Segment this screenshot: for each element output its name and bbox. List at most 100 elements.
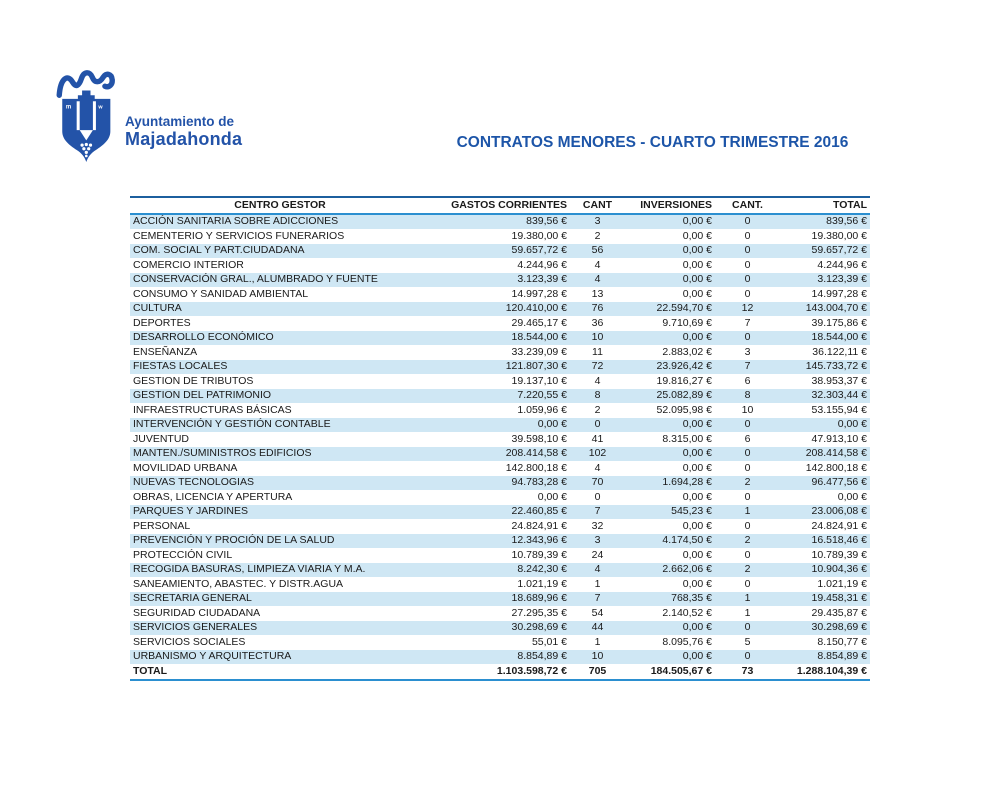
cell-inversiones: 0,00 €: [682, 548, 712, 561]
cell-cant-gastos: 10: [591, 331, 604, 344]
cell-centro-gestor: INFRAESTRUCTURAS BÁSICAS: [133, 403, 292, 416]
cell-total: 208.414,58 €: [805, 447, 867, 460]
cell-cant-gastos: 8: [594, 389, 601, 402]
cell-cant-inversiones: 0: [744, 490, 751, 503]
table-row: GESTION DE TRIBUTOS 19.137,10 € 4 19.816,27…: [130, 374, 870, 389]
cell-centro-gestor: SERVICIOS SOCIALES: [133, 635, 246, 648]
cell-centro-gestor: MANTEN./SUMINISTROS EDIFICIOS: [133, 447, 312, 460]
cell-gastos-corrientes: 120.410,00 €: [505, 302, 567, 315]
cell-inversiones: 545,23 €: [671, 505, 712, 518]
cell-centro-gestor: CONSERVACIÓN GRAL., ALUMBRADO Y FUENTE: [133, 273, 378, 286]
cell-gastos-corrientes: 33.239,09 €: [511, 345, 567, 358]
cell-inversiones: 0,00 €: [682, 447, 712, 460]
cell-total: 0,00 €: [837, 490, 867, 503]
cell-gastos-corrientes: 121.807,30 €: [505, 360, 567, 373]
cell-total: 14.997,28 €: [811, 287, 867, 300]
cell-gastos-corrientes: 27.295,35 €: [511, 606, 567, 619]
cell-centro-gestor: PROTECCIÓN CIVIL: [133, 548, 233, 561]
cell-total: 29.435,87 €: [811, 606, 867, 619]
total-row: TOTAL 1.103.598,72 € 705 184.505,67 € 73…: [130, 664, 870, 681]
cell-cant-inversiones: 0: [744, 215, 751, 228]
cell-centro-gestor: PREVENCIÓN Y PROCIÓN DE LA SALUD: [133, 534, 335, 547]
cell-total: 36.122,11 €: [812, 345, 867, 358]
cell-inversiones: 2.140,52 €: [662, 606, 712, 619]
cell-cant-gastos: 2: [594, 403, 601, 416]
table-row: SEGURIDAD CIUDADANA 27.295,35 € 54 2.140,52…: [130, 606, 870, 621]
cell-centro-gestor: INTERVENCIÓN Y GESTIÓN CONTABLE: [133, 418, 331, 431]
table-row: ACCIÓN SANITARIA SOBRE ADICCIONES 839,56 …: [130, 213, 870, 229]
cell-inversiones: 0,00 €: [682, 577, 712, 590]
majadahonda-shield-icon: m w: [56, 70, 115, 162]
cell-inversiones: 0,00 €: [682, 621, 712, 634]
cell-centro-gestor: DESARROLLO ECONÓMICO: [133, 331, 274, 344]
table-row: ENSEÑANZA 33.239,09 € 11 2.883,02 € 3 36.122,…: [130, 345, 870, 360]
cell-total-cant-gastos: 705: [570, 664, 625, 681]
svg-text:w: w: [97, 104, 103, 110]
cell-total: 39.175,86 €: [811, 316, 867, 329]
cell-cant-gastos: 7: [594, 505, 601, 518]
cell-gastos-corrientes: 8.242,30 €: [517, 563, 567, 576]
cell-gastos-corrientes: 39.598,10 €: [511, 432, 567, 445]
cell-total: 142.800,18 €: [805, 461, 867, 474]
cell-centro-gestor: JUVENTUD: [133, 432, 190, 445]
cell-gastos-corrientes: 0,00 €: [537, 490, 567, 503]
cell-total: 47.913,10 €: [811, 432, 867, 445]
table-row: SERVICIOS GENERALES 30.298,69 € 44 0,00 € 0 3…: [130, 620, 870, 635]
cell-cant-inversiones: 0: [744, 244, 751, 257]
logo: m w Ayuntamiento de Majadahonda: [55, 70, 242, 165]
cell-cant-inversiones: 3: [744, 345, 751, 358]
cell-centro-gestor: DEPORTES: [133, 316, 191, 329]
cell-cant-inversiones: 0: [744, 258, 751, 271]
cell-centro-gestor: CEMENTERIO Y SERVICIOS FUNERARIOS: [133, 229, 345, 242]
table-row: PARQUES Y JARDINES 22.460,85 € 7 545,23 € 1 2…: [130, 504, 870, 519]
cell-gastos-corrientes: 8.854,89 €: [517, 650, 567, 663]
table-row: SANEAMIENTO, ABASTEC. Y DISTR.AGUA 1.021,…: [130, 577, 870, 592]
cell-cant-inversiones: 0: [744, 287, 751, 300]
cell-gastos-corrientes: 7.220,55 €: [517, 389, 567, 402]
cell-inversiones: 0,00 €: [682, 519, 712, 532]
cell-cant-gastos: 0: [594, 418, 601, 431]
cell-cant-gastos: 7: [594, 592, 601, 605]
table-row: DESARROLLO ECONÓMICO 18.544,00 € 10 0,00 € 0…: [130, 330, 870, 345]
cell-centro-gestor: CONSUMO Y SANIDAD AMBIENTAL: [133, 287, 309, 300]
cell-cant-gastos: 44: [591, 621, 604, 634]
cell-centro-gestor: CULTURA: [133, 302, 182, 315]
cell-inversiones: 52.095,98 €: [656, 403, 712, 416]
cell-gastos-corrientes: 30.298,69 €: [511, 621, 567, 634]
cell-centro-gestor: PERSONAL: [133, 519, 191, 532]
cell-inversiones: 9.710,69 €: [662, 316, 712, 329]
cell-inversiones: 768,35 €: [671, 592, 712, 605]
col-header-inversiones: INVERSIONES: [625, 196, 715, 215]
cell-total: 19.380,00 €: [811, 229, 867, 242]
table-row: URBANISMO Y ARQUITECTURA 8.854,89 € 10 0,00…: [130, 649, 870, 664]
cell-centro-gestor: ACCIÓN SANITARIA SOBRE ADICCIONES: [133, 215, 339, 228]
table-row: PERSONAL 24.824,91 € 32 0,00 € 0 24.824,91 €: [130, 519, 870, 534]
table-row: OBRAS, LICENCIA Y APERTURA 0,00 € 0 0,00 € 0…: [130, 490, 870, 505]
col-header-centro-gestor: CENTRO GESTOR: [130, 196, 430, 215]
cell-gastos-corrientes: 19.380,00 €: [511, 229, 567, 242]
cell-inversiones: 2.662,06 €: [662, 563, 712, 576]
cell-total: 10.904,36 €: [811, 563, 867, 576]
cell-cant-inversiones: 0: [744, 447, 751, 460]
cell-cant-gastos: 4: [594, 273, 601, 286]
cell-cant-inversiones: 1: [744, 592, 751, 605]
table-row: INTERVENCIÓN Y GESTIÓN CONTABLE 0,00 € 0 0,…: [130, 417, 870, 432]
cell-total: 23.006,08 €: [811, 505, 867, 518]
cell-total: 18.544,00 €: [811, 331, 867, 344]
cell-cant-gastos: 76: [591, 302, 604, 315]
cell-total: 32.303,44 €: [811, 389, 867, 402]
table-body: ACCIÓN SANITARIA SOBRE ADICCIONES 839,56 …: [130, 213, 870, 664]
table-row: PREVENCIÓN Y PROCIÓN DE LA SALUD 12.343,9…: [130, 533, 870, 548]
cell-gastos-corrientes: 0,00 €: [537, 418, 567, 431]
cell-gastos-corrientes: 4.244,96 €: [517, 258, 567, 271]
cell-cant-gastos: 1: [594, 635, 601, 648]
cell-inversiones: 1.694,28 €: [662, 476, 712, 489]
cell-total-gastos: 1.103.598,72 €: [430, 664, 570, 681]
cell-gastos-corrientes: 839,56 €: [526, 215, 567, 228]
cell-inversiones: 0,00 €: [682, 244, 712, 257]
cell-centro-gestor: SANEAMIENTO, ABASTEC. Y DISTR.AGUA: [133, 577, 344, 590]
cell-total: 4.244,96 €: [817, 258, 867, 271]
table-row: DEPORTES 29.465,17 € 36 9.710,69 € 7 39.175,8…: [130, 316, 870, 331]
cell-inversiones: 0,00 €: [682, 215, 712, 228]
col-header-total: TOTAL: [780, 196, 870, 215]
